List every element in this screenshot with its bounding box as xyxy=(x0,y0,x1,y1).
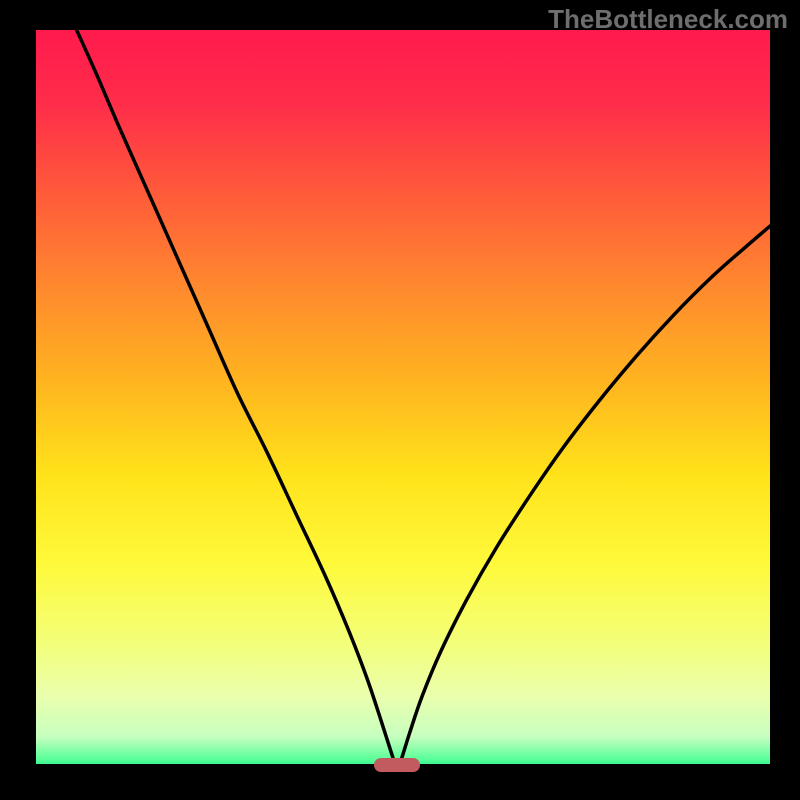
y-axis-bar xyxy=(30,30,36,770)
chart-container: TheBottleneck.com xyxy=(0,0,800,800)
bottleneck-chart-svg xyxy=(0,0,800,800)
plot-gradient xyxy=(30,30,770,770)
sweet-spot-marker xyxy=(374,758,420,772)
